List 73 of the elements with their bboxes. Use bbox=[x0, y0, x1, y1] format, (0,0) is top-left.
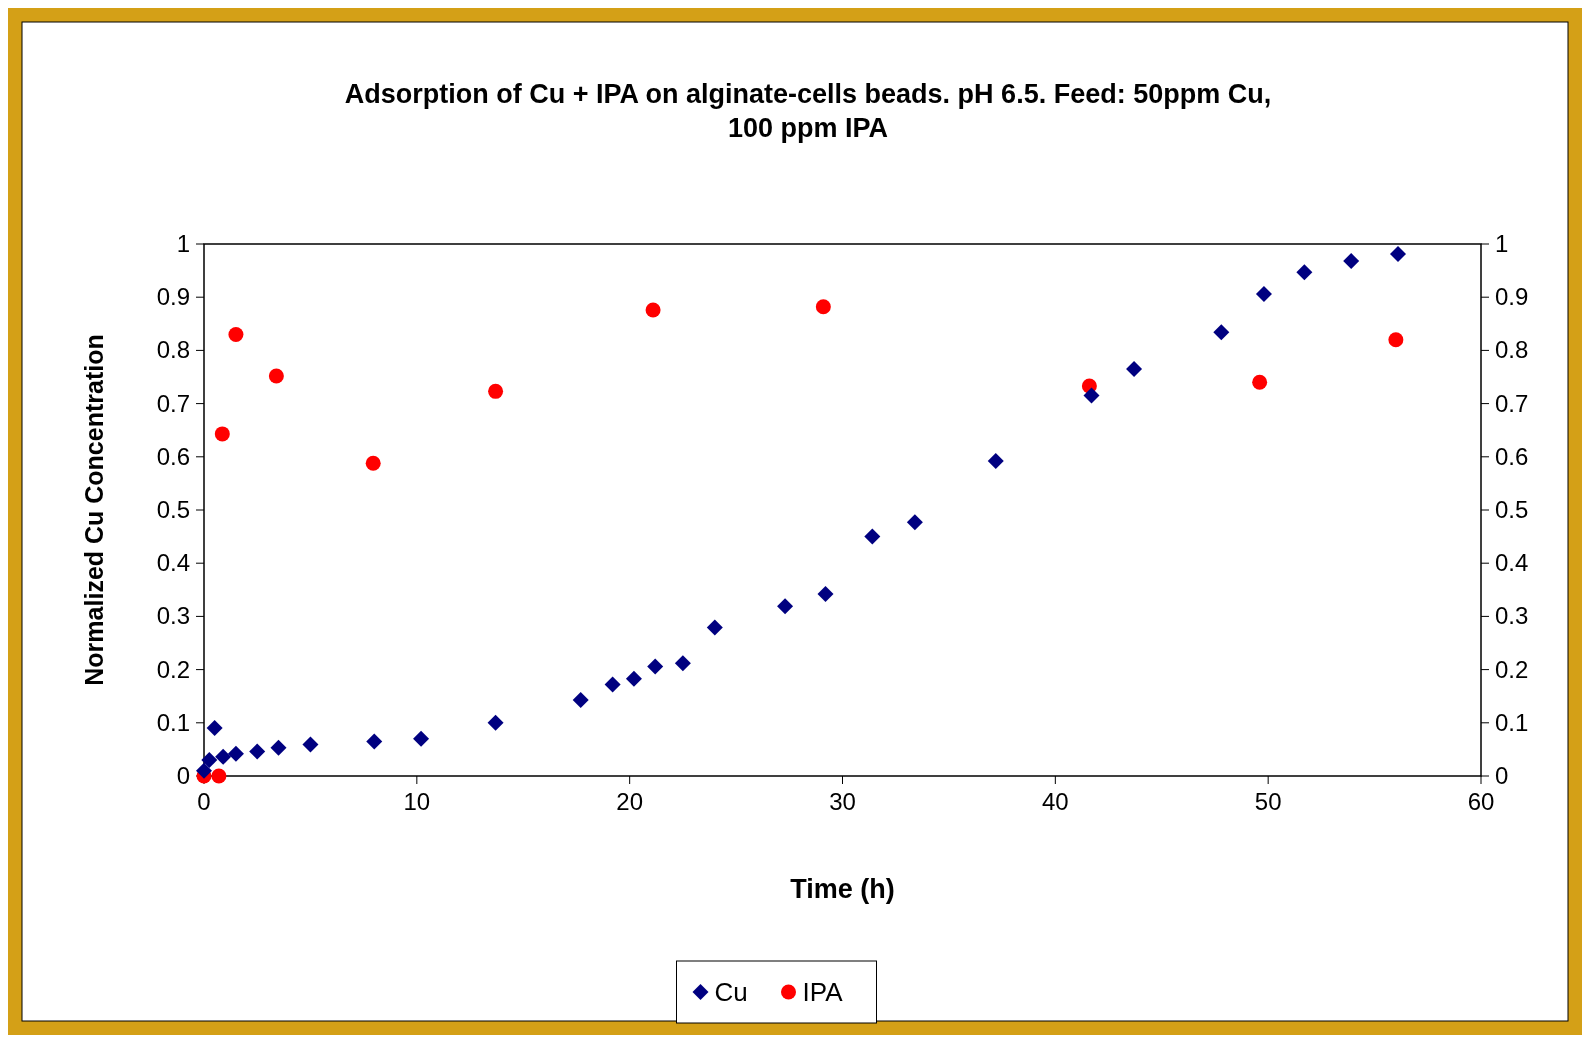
point bbox=[1388, 332, 1404, 348]
point bbox=[1126, 361, 1143, 378]
point bbox=[1083, 387, 1100, 404]
x-tick-label: 30 bbox=[829, 788, 856, 815]
y-tick-label: 0.2 bbox=[156, 655, 190, 683]
point bbox=[817, 586, 834, 603]
point bbox=[1296, 264, 1313, 281]
legend-label: IPA bbox=[802, 977, 844, 1007]
y-tick-label: 0 bbox=[176, 762, 190, 789]
x-tick-label: 0 bbox=[197, 788, 211, 815]
y2-tick-label: 0.4 bbox=[1495, 549, 1529, 577]
y-tick-label: 0.7 bbox=[156, 389, 190, 417]
point bbox=[906, 514, 923, 531]
point bbox=[228, 326, 244, 342]
point bbox=[674, 655, 691, 672]
point bbox=[864, 528, 881, 545]
point bbox=[206, 720, 223, 737]
x-tick-label: 10 bbox=[403, 788, 431, 815]
y-tick-label: 1 bbox=[176, 230, 190, 257]
point bbox=[302, 736, 319, 753]
point bbox=[572, 691, 589, 708]
point bbox=[270, 739, 287, 756]
point bbox=[647, 658, 664, 675]
y-tick-label: 0.5 bbox=[156, 496, 190, 523]
point bbox=[1252, 374, 1268, 390]
y-tick-label: 0.1 bbox=[156, 708, 190, 736]
point bbox=[268, 368, 284, 384]
y-tick-label: 0.3 bbox=[156, 602, 190, 630]
y2-tick-label: 0.3 bbox=[1495, 602, 1529, 630]
x-tick-label: 40 bbox=[1041, 788, 1069, 815]
x-tick-label: 20 bbox=[616, 788, 644, 815]
y2-tick-label: 0.2 bbox=[1495, 655, 1529, 683]
y2-tick-label: 0 bbox=[1495, 762, 1509, 789]
y-tick-label: 0.6 bbox=[156, 442, 190, 470]
y-tick-label: 0.8 bbox=[156, 336, 190, 364]
legend-label: Cu bbox=[714, 977, 748, 1007]
point bbox=[777, 598, 794, 615]
y2-tick-label: 0.5 bbox=[1495, 496, 1529, 523]
x-axis-title: Time (h) bbox=[790, 874, 895, 904]
x-tick-label: 60 bbox=[1467, 788, 1495, 815]
point bbox=[227, 745, 244, 762]
point bbox=[706, 619, 723, 636]
point bbox=[625, 670, 642, 687]
y2-tick-label: 1 bbox=[1495, 230, 1509, 257]
y2-tick-label: 0.7 bbox=[1495, 389, 1529, 417]
y-tick-label: 0.4 bbox=[156, 549, 190, 577]
point bbox=[815, 299, 831, 315]
point bbox=[1390, 246, 1406, 263]
point bbox=[1255, 286, 1272, 303]
point bbox=[215, 748, 232, 765]
point bbox=[201, 752, 218, 769]
y2-tick-label: 0.1 bbox=[1495, 708, 1529, 736]
point bbox=[604, 676, 621, 693]
point bbox=[645, 302, 661, 318]
point bbox=[366, 733, 383, 750]
point bbox=[214, 426, 230, 442]
chart-title: Adsorption of Cu + IPA on alginate-cells beads. pH 6.5. Feed: 50ppm Cu, 100 ppm IPA bbox=[344, 79, 1272, 143]
point bbox=[987, 453, 1004, 470]
point bbox=[249, 743, 266, 760]
y2-tick-label: 0.9 bbox=[1495, 283, 1529, 311]
y-axis-title: Normalized Cu Concentration bbox=[80, 334, 108, 686]
point bbox=[413, 730, 430, 747]
x-tick-label: 50 bbox=[1254, 788, 1282, 815]
point bbox=[488, 383, 504, 399]
y2-tick-label: 0.8 bbox=[1495, 336, 1529, 364]
point bbox=[487, 714, 504, 731]
point bbox=[1343, 253, 1360, 270]
y-tick-label: 0.9 bbox=[156, 283, 190, 311]
point bbox=[365, 455, 381, 471]
point bbox=[1213, 324, 1230, 341]
y2-tick-label: 0.6 bbox=[1495, 442, 1529, 470]
point bbox=[196, 762, 212, 779]
point bbox=[211, 768, 227, 784]
